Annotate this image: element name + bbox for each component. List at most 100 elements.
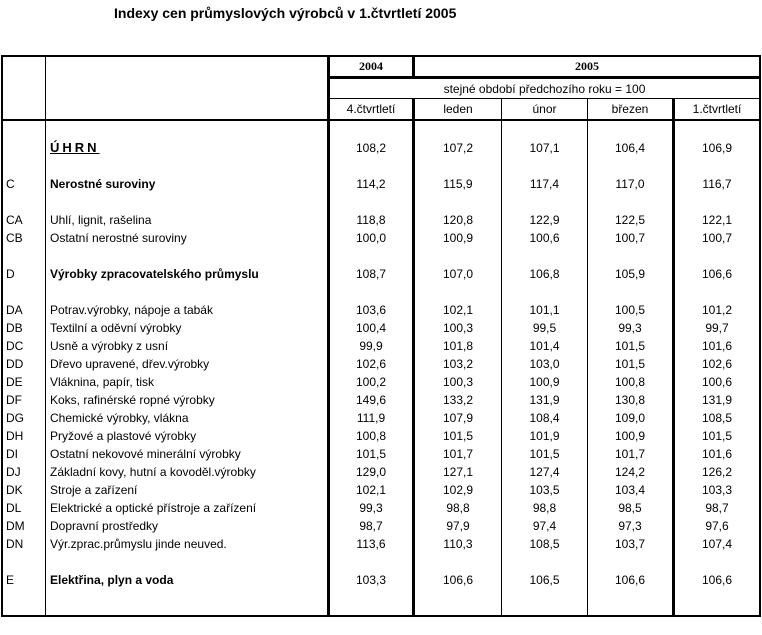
cell-value: 97,3 (618, 519, 642, 533)
cell-value: 108,2 (355, 141, 387, 155)
cell-value: 106,8 (529, 267, 560, 281)
row-code: DF (6, 393, 22, 407)
cell-value: 101,5 (355, 447, 387, 461)
cell-value: 101,7 (442, 447, 474, 461)
cell-value: 103,3 (355, 573, 387, 587)
row-code: DB (6, 321, 23, 335)
row-label: Potrav.výrobky, nápoje a tabák (50, 303, 213, 317)
cell-value: 126,2 (701, 465, 733, 479)
cell-value: 103,4 (614, 483, 646, 497)
name-column-header (46, 57, 330, 119)
row-label: Nerostné suroviny (50, 177, 156, 191)
name-column: ÚHRN Nerostné suroviny Uhlí, lignit, rašel… (46, 121, 330, 615)
cell-value: 106,4 (614, 141, 646, 155)
row-code: DI (6, 447, 18, 461)
spacer (502, 157, 587, 175)
column-header-q1-2005: 1.čtvrtletí (692, 102, 742, 116)
spacer (502, 193, 587, 211)
row-label: Elektrické a optické přístroje a zařízen… (50, 501, 257, 515)
column-header-march: březen (588, 99, 675, 119)
spacer (415, 193, 501, 211)
cell-value: 97,9 (446, 519, 470, 533)
cell-value: 99,5 (532, 321, 557, 335)
cell-value: 97,6 (705, 519, 729, 533)
cell-value: 101,6 (701, 339, 733, 353)
cell-value: 100,9 (614, 429, 646, 443)
spacer (3, 157, 45, 175)
cell-value: 107,0 (442, 267, 474, 281)
cell-value: 100,7 (614, 231, 646, 245)
cell-value: 101,2 (701, 303, 733, 317)
cell-value: 102,1 (355, 483, 387, 497)
row-label: Dřevo upravené, dřev.výrobky (50, 357, 210, 371)
spacer (330, 247, 412, 265)
page-title: Indexy cen průmyslových výrobců v 1.čtvr… (114, 5, 457, 21)
cell-value: 106,6 (442, 573, 474, 587)
cell-value: 99,3 (359, 501, 383, 515)
spacer (502, 553, 587, 571)
cell-value: 127,4 (529, 465, 560, 479)
year-2004-header: 2004 (330, 57, 415, 79)
cell-value: 120,8 (442, 213, 474, 227)
row-code: DN (6, 537, 24, 551)
cell-value: 100,6 (701, 375, 733, 389)
cell-value: 113,6 (356, 537, 386, 551)
row-label: ÚHRN (50, 140, 100, 155)
values-column-march: 106,4 117,0 122,5 100,7 105,9 100,5 99,3 101,5 1… (588, 121, 675, 615)
row-label: Základní kovy, hutní a kovoděl.výrobky (50, 465, 256, 479)
cell-value: 101,7 (614, 447, 646, 461)
cell-value: 115,9 (443, 177, 473, 191)
cell-value: 107,9 (442, 411, 474, 425)
cell-value: 105,9 (614, 267, 646, 281)
cell-value: 106,6 (701, 573, 733, 587)
spacer (330, 553, 412, 571)
spacer (330, 121, 412, 139)
cell-value: 117,4 (529, 177, 560, 191)
spacer (675, 247, 759, 265)
cell-value: 101,5 (614, 339, 646, 353)
row-label: Dopravní prostředky (50, 519, 159, 533)
row-code: E (6, 573, 15, 587)
row-code: DD (6, 357, 24, 371)
cell-value: 106,9 (701, 141, 733, 155)
values-column-january: 107,2 115,9 120,8 100,9 107,0 102,1 100,3 101,8… (415, 121, 502, 615)
cell-value: 102,6 (355, 357, 387, 371)
row-code: CB (6, 231, 23, 245)
spacer (330, 283, 412, 301)
cell-value: 118,8 (356, 213, 386, 227)
spacer (46, 157, 327, 175)
spacer (415, 283, 501, 301)
cell-value: 122,9 (529, 213, 560, 227)
cell-value: 100,6 (529, 231, 560, 245)
spacer (330, 157, 412, 175)
spacer (588, 193, 672, 211)
cell-value: 101,5 (701, 429, 733, 443)
cell-value: 98,8 (532, 501, 557, 515)
cell-value: 100,2 (355, 375, 387, 389)
cell-value: 116,7 (702, 177, 732, 191)
spacer (3, 121, 45, 139)
row-code: DM (6, 519, 25, 533)
cell-value: 133,2 (442, 393, 474, 407)
values-column-q4-2004: 108,2 114,2 118,8 100,0 108,7 103,6 100,4 99,9 1… (330, 121, 415, 615)
cell-value: 108,5 (701, 411, 733, 425)
row-code: D (6, 267, 15, 281)
cell-value: 99,7 (705, 321, 729, 335)
year-2005-header: 2005 (415, 57, 759, 79)
cell-value: 107,4 (701, 537, 733, 551)
spacer (502, 283, 587, 301)
cell-value: 98,7 (359, 519, 383, 533)
spacer (46, 553, 327, 571)
cell-value: 97,4 (532, 519, 557, 533)
row-code: DE (6, 375, 23, 389)
cell-value: 109,0 (614, 411, 646, 425)
spacer (588, 553, 672, 571)
cell-value: 108,5 (529, 537, 560, 551)
cell-value: 100,7 (701, 231, 733, 245)
row-label: Chemické výrobky, vlákna (50, 411, 189, 425)
spacer (415, 157, 501, 175)
cell-value: 103,3 (701, 483, 733, 497)
row-label: Výr.zprac.průmyslu jinde neuved. (50, 537, 227, 551)
cell-value: 131,9 (701, 393, 733, 407)
row-label: Elektřina, plyn a voda (50, 573, 174, 587)
